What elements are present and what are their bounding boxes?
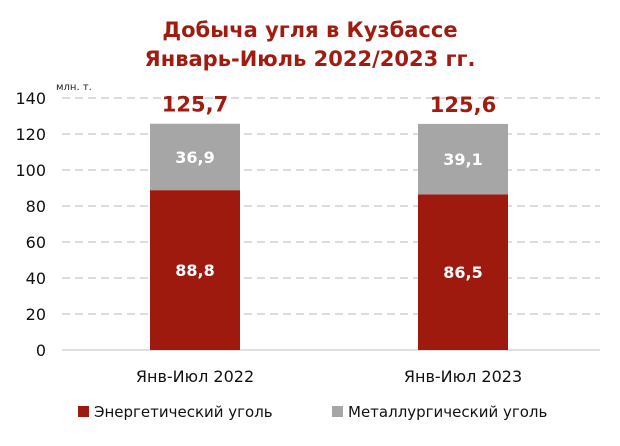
legend-label: Металлургический уголь bbox=[348, 403, 547, 421]
data-label: 86,5 bbox=[443, 263, 482, 282]
data-label: 36,9 bbox=[175, 148, 214, 167]
x-tick-label: Янв-Июл 2023 bbox=[404, 367, 522, 386]
total-label: 125,7 bbox=[162, 93, 228, 117]
bar-segment bbox=[418, 123, 508, 195]
x-axis-labels: Янв-Июл 2022 Янв-Июл 2023 bbox=[136, 367, 522, 386]
legend-swatch bbox=[78, 406, 89, 417]
y-tick-label: 100 bbox=[15, 161, 46, 180]
gridlines bbox=[62, 97, 600, 315]
y-tick-label: 120 bbox=[15, 125, 46, 144]
data-label: 39,1 bbox=[443, 150, 482, 169]
data-label: 88,8 bbox=[175, 261, 214, 280]
bars: 88,8 36,9 125,7 86,5 39,1 125,6 bbox=[150, 93, 508, 350]
y-tick-label: 0 bbox=[36, 341, 46, 360]
y-tick-label: 20 bbox=[26, 305, 46, 324]
chart-title-line-1: Добыча угля в Кузбассе bbox=[162, 18, 457, 42]
chart-title-line-2: Январь-Июль 2022/2023 гг. bbox=[145, 47, 476, 71]
y-tick-label: 40 bbox=[26, 269, 46, 288]
y-tick-label: 80 bbox=[26, 197, 46, 216]
bar-segment bbox=[418, 194, 508, 350]
bar-segment bbox=[150, 190, 240, 350]
legend-swatch bbox=[332, 406, 343, 417]
y-tick-label: 60 bbox=[26, 233, 46, 252]
x-tick-label: Янв-Июл 2022 bbox=[136, 367, 254, 386]
legend-label: Энергетический уголь bbox=[94, 403, 273, 421]
y-tick-label: 140 bbox=[15, 89, 46, 108]
total-label: 125,6 bbox=[430, 93, 496, 117]
bar-segment bbox=[150, 123, 240, 191]
unit-label: млн. т. bbox=[56, 82, 92, 93]
y-axis-ticks: 0 20 40 60 80 100 120 140 bbox=[15, 89, 46, 360]
legend: Энергетический уголь Металлургический уго… bbox=[78, 403, 547, 421]
